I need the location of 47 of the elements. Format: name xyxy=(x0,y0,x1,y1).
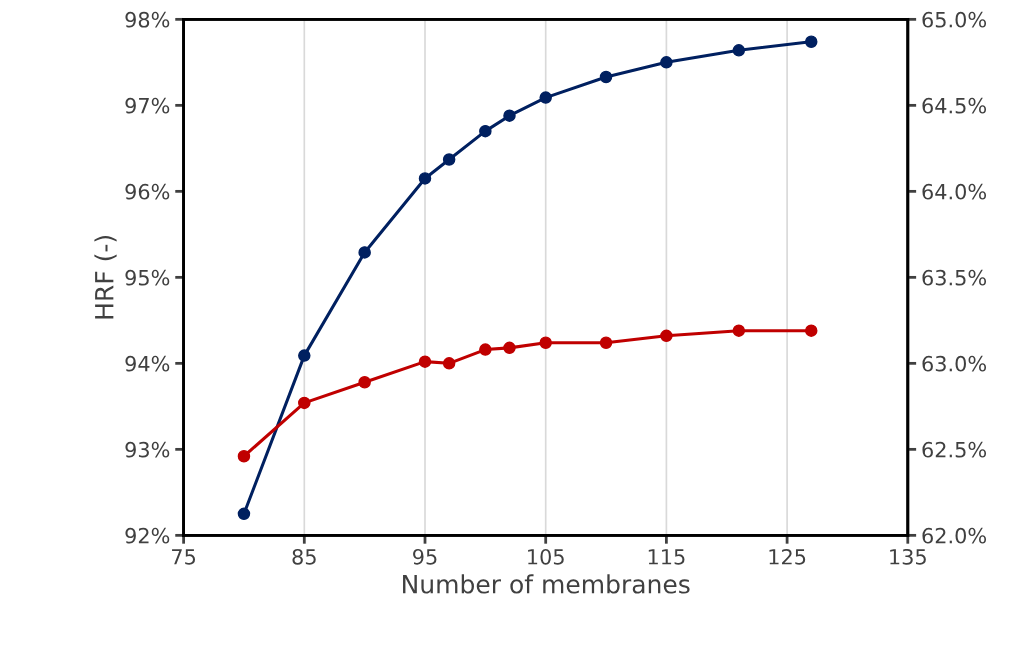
x-tick-label: 85 xyxy=(292,548,316,565)
point xyxy=(298,396,311,410)
y2-tick-label: 62.0% xyxy=(922,527,987,544)
point xyxy=(732,44,746,57)
point xyxy=(804,35,818,48)
y-tick-label: 97% xyxy=(125,97,170,114)
y-tick-label: 95% xyxy=(125,269,170,286)
y-tick-label: 93% xyxy=(125,441,170,458)
point xyxy=(539,336,552,349)
x-tick-label: 135 xyxy=(890,548,926,565)
x-tick-label: 95 xyxy=(413,548,437,565)
y2-tick-label: 63.5% xyxy=(922,269,987,286)
point xyxy=(599,336,613,349)
y-tick-label: 94% xyxy=(125,355,170,372)
point xyxy=(442,153,456,166)
x-axis-title: Number of membranes xyxy=(403,574,690,594)
point xyxy=(358,246,371,259)
point xyxy=(358,376,371,389)
point xyxy=(418,355,432,368)
y-tick-label: 92% xyxy=(125,527,170,544)
y2-tick-label: 62.5% xyxy=(922,441,987,458)
y-axis-title: HRF (-) xyxy=(94,235,117,319)
y2-tick-label: 64.0% xyxy=(922,183,987,200)
point xyxy=(732,324,746,337)
y-tick-label: 96% xyxy=(125,183,170,200)
point xyxy=(479,343,492,356)
y2-tick-label: 64.5% xyxy=(922,97,987,114)
point xyxy=(503,341,516,355)
y-tick-label: 98% xyxy=(125,11,170,28)
point xyxy=(298,349,311,362)
y2-tick-label: 63.0% xyxy=(922,355,987,372)
point xyxy=(503,109,516,122)
point xyxy=(539,91,552,104)
x-tick-label: 125 xyxy=(769,548,806,565)
y2-tick-label: 65.0% xyxy=(922,11,987,28)
point xyxy=(660,329,673,343)
point xyxy=(479,124,492,138)
point xyxy=(418,172,432,185)
x-tick-label: 75 xyxy=(172,549,196,565)
point xyxy=(804,324,818,337)
x-tick-label: 105 xyxy=(528,548,564,565)
point xyxy=(442,357,456,370)
point xyxy=(237,507,251,521)
point xyxy=(237,449,251,463)
point xyxy=(599,70,613,84)
x-tick-label: 115 xyxy=(648,549,685,565)
point xyxy=(660,56,673,69)
